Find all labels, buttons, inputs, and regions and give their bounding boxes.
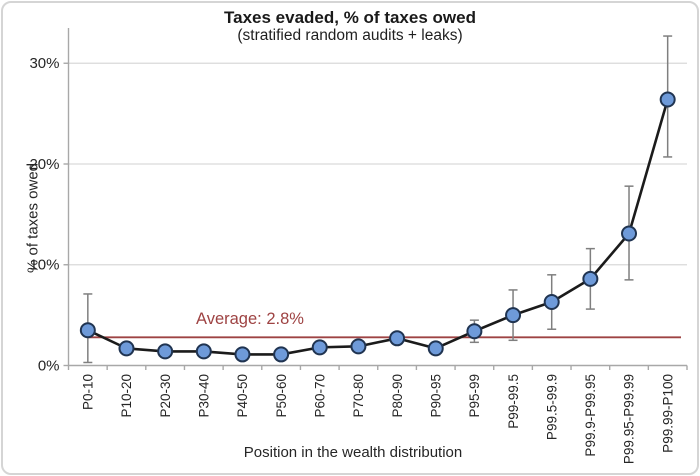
y-tick-label: 30% [29,55,59,72]
data-point [350,338,367,355]
x-category-label: P99-99.5 [506,374,521,429]
average-annotation: Average: 2.8% [196,310,304,328]
y-tick-label: 10% [29,257,59,274]
data-point [157,343,174,360]
x-category-label: P99.99-P100 [660,374,675,453]
data-point [621,225,638,242]
data-point [427,340,444,357]
series-line [86,98,669,356]
x-category-label: P90-95 [428,374,443,418]
x-category-label: P50-60 [274,374,289,418]
data-point [505,307,522,324]
x-category-label: P30-40 [197,374,212,418]
data-point [543,294,560,311]
x-category-label: P60-70 [312,374,327,418]
y-tick-label: 20% [29,156,59,173]
x-category-label: P0-10 [81,374,96,410]
data-point [389,330,406,347]
data-point [273,346,290,363]
data-point [118,340,135,357]
data-point [466,323,483,340]
y-tick-label: 0% [38,358,60,375]
chart-title: Taxes evaded, % of taxes owed [224,8,476,27]
x-category-label: P70-80 [351,374,366,418]
y-axis-title: % of taxes owed [24,162,42,274]
x-category-label: P80-90 [390,374,405,418]
data-point [659,91,676,108]
data-point [234,346,251,363]
chart-subtitle: (stratified random audits + leaks) [237,27,463,44]
x-category-label: P40-50 [235,374,250,418]
x-axis-title: Position in the wealth distribution [243,444,463,461]
x-category-label: P99.5-99.9 [544,374,559,440]
data-point [79,322,96,339]
x-category-label: P20-30 [158,374,173,418]
x-category-label: P95-99 [467,374,482,418]
x-category-label: P99.9-P99.95 [583,374,598,457]
x-category-label: P99.95-P99.99 [622,374,637,464]
data-point [195,343,212,360]
data-point [582,270,599,287]
data-point [311,339,328,356]
x-category-label: P10-20 [119,374,134,418]
